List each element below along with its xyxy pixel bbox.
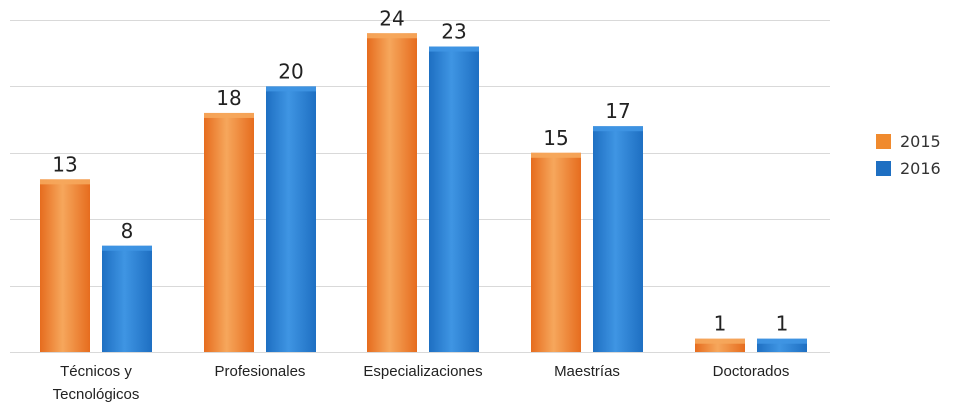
value-label-2016-3: 17 [605,99,630,123]
legend-label-2016: 2016 [900,158,941,178]
bars [40,33,807,353]
bar-2016-1 [266,86,316,353]
bar-cap-2015-0 [40,179,90,185]
category-label-4: Doctorados [713,363,790,380]
bar-2016-2 [429,46,479,353]
legend-item-2016: 2016 [876,158,941,178]
legend-item-2015: 2015 [876,131,941,151]
bar-cap-2016-1 [266,86,316,92]
bar-cap-2016-3 [593,126,643,132]
bar-cap-2016-0 [102,245,152,251]
bar-2015-2 [367,33,417,352]
bar-cap-2016-4 [757,338,807,344]
category-label-3: Maestrías [554,363,620,380]
bar-cap-2015-3 [531,152,581,158]
value-labels: 13 8 18 20 24 23 15 17 1 1 [52,6,788,335]
value-label-2016-0: 8 [121,219,134,243]
legend: 2015 2016 [876,131,941,185]
legend-label-2015: 2015 [900,131,941,151]
bar-2015-1 [204,112,254,353]
bar-2015-0 [40,179,90,352]
legend-swatch-2015 [876,133,891,149]
bar-cap-2015-2 [367,33,417,39]
value-label-2015-1: 18 [216,86,241,110]
value-label-2016-4: 1 [776,312,789,336]
value-label-2015-3: 15 [543,126,568,150]
bar-cap-2015-1 [204,112,254,118]
category-label-0-line-1: Tecnológicos [53,386,140,403]
value-label-2015-4: 1 [714,312,727,336]
category-label-1: Profesionales [215,363,306,380]
value-label-2015-2: 24 [379,6,404,30]
value-label-2016-2: 23 [441,20,466,44]
category-label-0-line-0: Técnicos y [60,363,132,380]
value-label-2016-1: 20 [278,59,303,83]
bar-cap-2015-4 [695,338,745,344]
bar-cap-2016-2 [429,46,479,52]
legend-swatch-2016 [876,160,891,176]
value-label-2015-0: 13 [52,152,77,176]
category-label-2: Especializaciones [363,363,482,380]
bar-2016-0 [102,245,152,352]
bar-2015-3 [531,152,581,352]
category-labels: Técnicos y Tecnológicos Profesionales Espec… [53,363,790,403]
bar-2016-3 [593,126,643,353]
